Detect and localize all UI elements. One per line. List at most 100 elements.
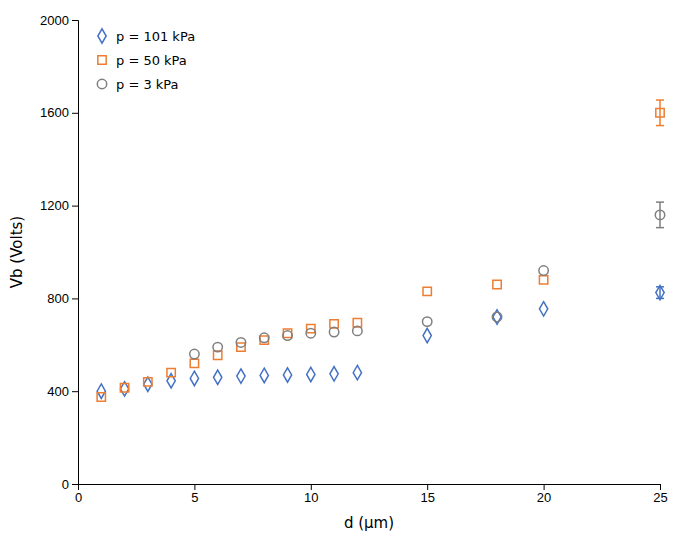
point [422,317,431,326]
x-axis-tick-label: 25 [653,490,667,505]
point [423,328,431,342]
error-bar-line [659,202,661,228]
chart-container: 0 5 10 15 20 25 0 400 800 1200 1600 2000 d (μm) Vb (V… [0,0,685,542]
y-axis-tick: 1600 [40,105,78,120]
point [423,287,431,295]
point [656,285,664,299]
error-bar [656,287,664,299]
y-axis-tick-mark [72,113,78,114]
x-axis-line [79,485,661,491]
y-axis-tick: 800 [47,291,78,306]
point [97,393,105,401]
x-axis-tick-mark [194,484,195,490]
point [190,371,198,385]
point [539,266,548,275]
error-bar [656,202,664,228]
y-axis-tick-label: 2000 [40,13,69,28]
point [307,367,315,381]
error-bar-cap [656,201,664,203]
legend: p = 101 kPa p = 50 kPa p = 3 kPa [97,29,195,92]
x-axis-tick: 15 [420,484,434,505]
point [353,326,362,335]
point [330,367,338,381]
point [97,384,105,398]
legend-label: p = 101 kPa [116,29,195,44]
point [539,276,547,284]
y-axis-tick-mark [72,206,78,207]
series [190,202,665,359]
series [97,285,664,398]
x-axis: 0 5 10 15 20 25 [75,484,668,505]
y-axis-tick: 1200 [40,198,78,213]
x-axis-tick: 20 [537,484,551,505]
point [144,378,152,386]
point [492,312,501,321]
point [236,338,245,347]
point [120,384,128,392]
point [167,374,175,388]
point [493,310,501,324]
legend-entry: p = 101 kPa [98,29,195,44]
legend-label: p = 3 kPa [116,77,179,92]
y-axis-tick: 0 [62,477,78,492]
point [120,382,128,396]
error-bar-line [659,287,661,299]
y-axis-tick-label: 1200 [40,198,69,213]
y-axis-tick-mark [72,391,78,392]
x-axis-tick-mark [311,484,312,490]
point [353,365,361,379]
chart-svg: 0 5 10 15 20 25 0 400 800 1200 1600 2000 d (μm) Vb (V… [0,0,685,542]
y-axis-tick-mark [72,484,78,485]
point [283,331,292,340]
point [306,328,315,337]
x-axis-tick-mark [544,484,545,490]
plot-area [97,100,665,401]
legend-label: p = 50 kPa [116,53,187,68]
x-axis-tick: 0 [75,484,82,505]
x-axis-tick-label: 20 [537,490,551,505]
error-bar-cap [656,125,664,127]
y-axis: 0 400 800 1200 1600 2000 [40,13,78,492]
point [190,359,198,367]
point [260,333,269,342]
y-axis-tick-label: 0 [62,477,69,492]
point [167,368,175,376]
point [493,280,501,288]
x-axis-tick-mark [660,484,661,490]
point [144,377,152,391]
point [214,370,222,384]
x-axis-tick-label: 0 [75,490,82,505]
error-bar-cap [656,227,664,229]
y-axis-line [72,21,79,485]
point [329,327,338,336]
x-axis-tick-label: 10 [304,490,318,505]
y-axis-tick-label: 1600 [40,105,69,120]
point [655,210,664,219]
y-axis-tick-label: 400 [47,384,69,399]
y-axis-tick-mark [72,20,78,21]
point [260,368,268,382]
x-axis-title: d (μm) [344,514,394,532]
legend-entry: p = 50 kPa [98,53,187,68]
y-axis-tick: 400 [47,384,78,399]
y-axis-tick-mark [72,298,78,299]
legend-entry: p = 3 kPa [97,77,178,92]
x-axis-tick-mark [427,484,428,490]
point [237,369,245,383]
point [213,342,222,351]
point [190,349,199,358]
point [656,109,664,117]
y-axis-tick: 2000 [40,13,78,28]
point [283,368,291,382]
x-axis-tick-label: 15 [420,490,434,505]
x-axis-tick-label: 5 [191,490,198,505]
error-bar-cap [656,99,664,101]
series [97,100,664,401]
x-axis-tick: 10 [304,484,318,505]
x-axis-tick: 5 [191,484,198,505]
y-axis-title: Vb (Volts) [8,216,26,288]
error-bar-line [659,100,661,126]
legend-symbol [98,29,106,43]
legend-symbol [98,56,106,64]
y-axis-tick-label: 800 [47,291,69,306]
